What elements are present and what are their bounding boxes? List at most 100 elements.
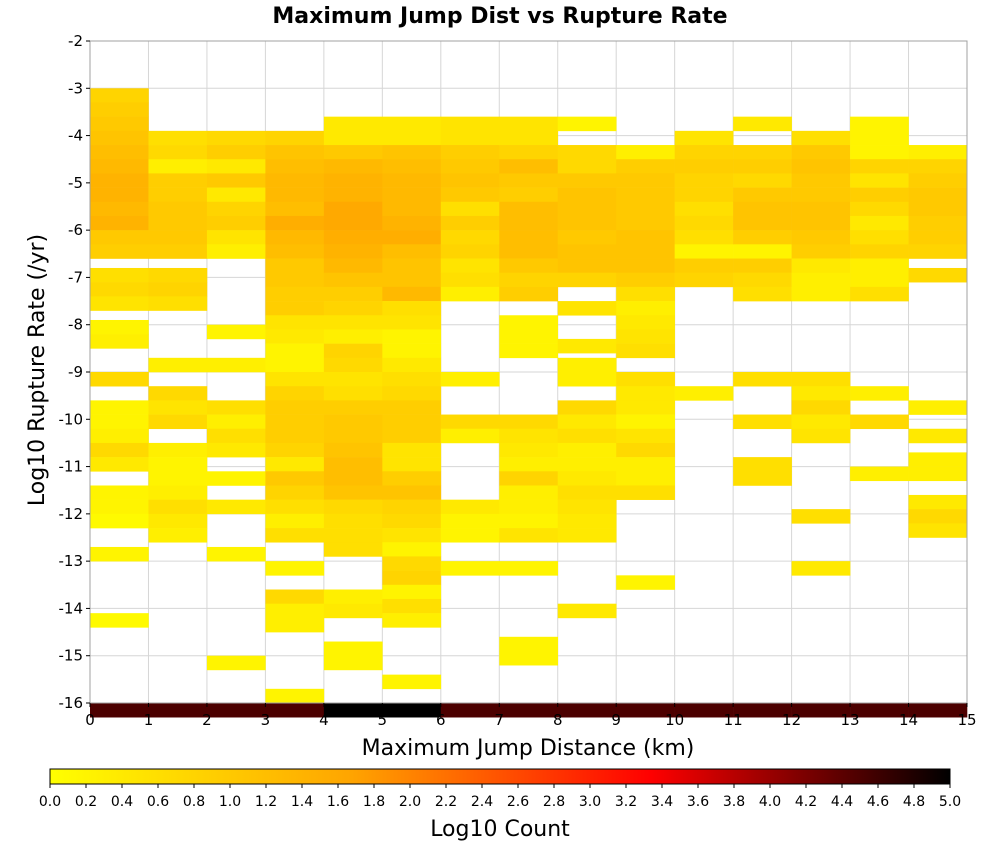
heatmap-cell [206, 244, 266, 259]
heatmap-cell [382, 499, 442, 515]
heatmap-cell [323, 442, 383, 458]
heatmap-cell [733, 457, 792, 472]
heatmap-cell [382, 116, 442, 132]
heatmap-cell [323, 145, 383, 160]
colorbar-tick-label: 0.6 [147, 794, 169, 810]
heatmap-cell [674, 159, 734, 174]
heatmap-cell [616, 286, 675, 302]
heatmap-cell [148, 282, 208, 297]
heatmap-cell [850, 215, 909, 231]
heatmap-cell [206, 499, 266, 515]
heatmap-cell [557, 159, 617, 174]
heatmap-cell [908, 509, 968, 524]
heatmap-cell [440, 230, 500, 245]
heatmap-cell [440, 561, 500, 576]
heatmap-cells [90, 88, 968, 718]
colorbar-tick-label: 1.0 [219, 794, 241, 810]
x-tick-label: 2 [202, 711, 212, 729]
x-tick-label: 9 [611, 711, 621, 729]
heatmap-cell [616, 301, 675, 316]
heatmap-cell [733, 414, 792, 430]
heatmap-cell [674, 187, 734, 203]
heatmap-cell [90, 102, 149, 117]
heatmap-cell [850, 145, 909, 160]
colorbar-tick-label: 0.2 [75, 794, 97, 810]
heatmap-cell [323, 301, 383, 316]
heatmap-cell [791, 130, 851, 146]
heatmap-cell [557, 703, 617, 718]
colorbar-tick-label: 4.0 [759, 794, 781, 810]
heatmap-cell [323, 329, 383, 344]
heatmap-cell [440, 528, 500, 543]
heatmap-cell [382, 173, 442, 188]
colorbar-tick-label: 5.0 [939, 794, 961, 810]
heatmap-cell [90, 485, 149, 500]
heatmap-cell [499, 428, 559, 444]
heatmap-cell [674, 201, 734, 217]
heatmap-cell [206, 428, 266, 444]
heatmap-cell [323, 173, 383, 188]
heatmap-cell [382, 272, 442, 288]
heatmap-cell [265, 386, 325, 401]
heatmap-cell [499, 130, 559, 146]
heatmap-cell [148, 201, 208, 217]
heatmap-cell [616, 372, 675, 387]
heatmap-cell [557, 372, 617, 387]
heatmap-cell [90, 513, 149, 529]
x-tick-label: 0 [85, 711, 95, 729]
heatmap-cell [616, 215, 675, 231]
heatmap-cell [148, 513, 208, 529]
heatmap-cell [499, 528, 559, 543]
heatmap-cell [206, 471, 266, 486]
colorbar-tick-label: 3.0 [579, 794, 601, 810]
heatmap-cell [323, 272, 383, 288]
heatmap-cell [733, 471, 792, 486]
heatmap-cell [850, 244, 909, 259]
heatmap-cell [265, 230, 325, 245]
heatmap-cell [557, 173, 617, 188]
heatmap-cell [557, 244, 617, 259]
heatmap-cell [148, 215, 208, 231]
heatmap-cell [499, 173, 559, 188]
heatmap-cell [323, 230, 383, 245]
heatmap-cell [557, 499, 617, 515]
heatmap-cell [382, 442, 442, 458]
heatmap-cell [382, 400, 442, 415]
heatmap-cell [206, 655, 266, 671]
colorbar-label: Log10 Count [430, 817, 570, 842]
heatmap-cell [908, 400, 968, 415]
heatmap-cell [90, 244, 149, 259]
heatmap-cell [265, 442, 325, 458]
heatmap-cell [323, 400, 383, 415]
heatmap-cell [323, 357, 383, 373]
heatmap-cell [440, 513, 500, 529]
colorbar-ticks: 0.0 0.2 0.4 0.6 0.8 1.0 1.2 1.4 1.6 1.8 2.0 2.2 2.4 2… [39, 784, 961, 810]
heatmap-cell [90, 296, 149, 311]
heatmap-cell [791, 145, 851, 160]
heatmap-cell [90, 230, 149, 245]
heatmap-cell [323, 201, 383, 217]
heatmap-cell [148, 414, 208, 430]
heatmap-cell [791, 414, 851, 430]
heatmap-cell [850, 130, 909, 146]
heatmap-cell [323, 703, 383, 718]
x-tick-label: 1 [144, 711, 154, 729]
heatmap-cell [90, 187, 149, 203]
heatmap-cell [674, 173, 734, 188]
heatmap-cell [265, 159, 325, 174]
heatmap-cell [733, 258, 792, 273]
colorbar-tick-label: 3.4 [651, 794, 673, 810]
colorbar-tick-label: 4.8 [903, 794, 925, 810]
heatmap-cell [206, 400, 266, 415]
heatmap-cell [557, 442, 617, 458]
heatmap-cell [733, 272, 792, 288]
heatmap-cell [733, 159, 792, 174]
heatmap-cell [908, 201, 968, 217]
heatmap-cell [557, 201, 617, 217]
heatmap-cell [323, 589, 383, 604]
heatmap-cell [616, 230, 675, 245]
heatmap-cell [674, 272, 734, 288]
heatmap-cell [440, 159, 500, 174]
colorbar-tick-label: 3.2 [615, 794, 637, 810]
x-tick-label: 8 [553, 711, 563, 729]
